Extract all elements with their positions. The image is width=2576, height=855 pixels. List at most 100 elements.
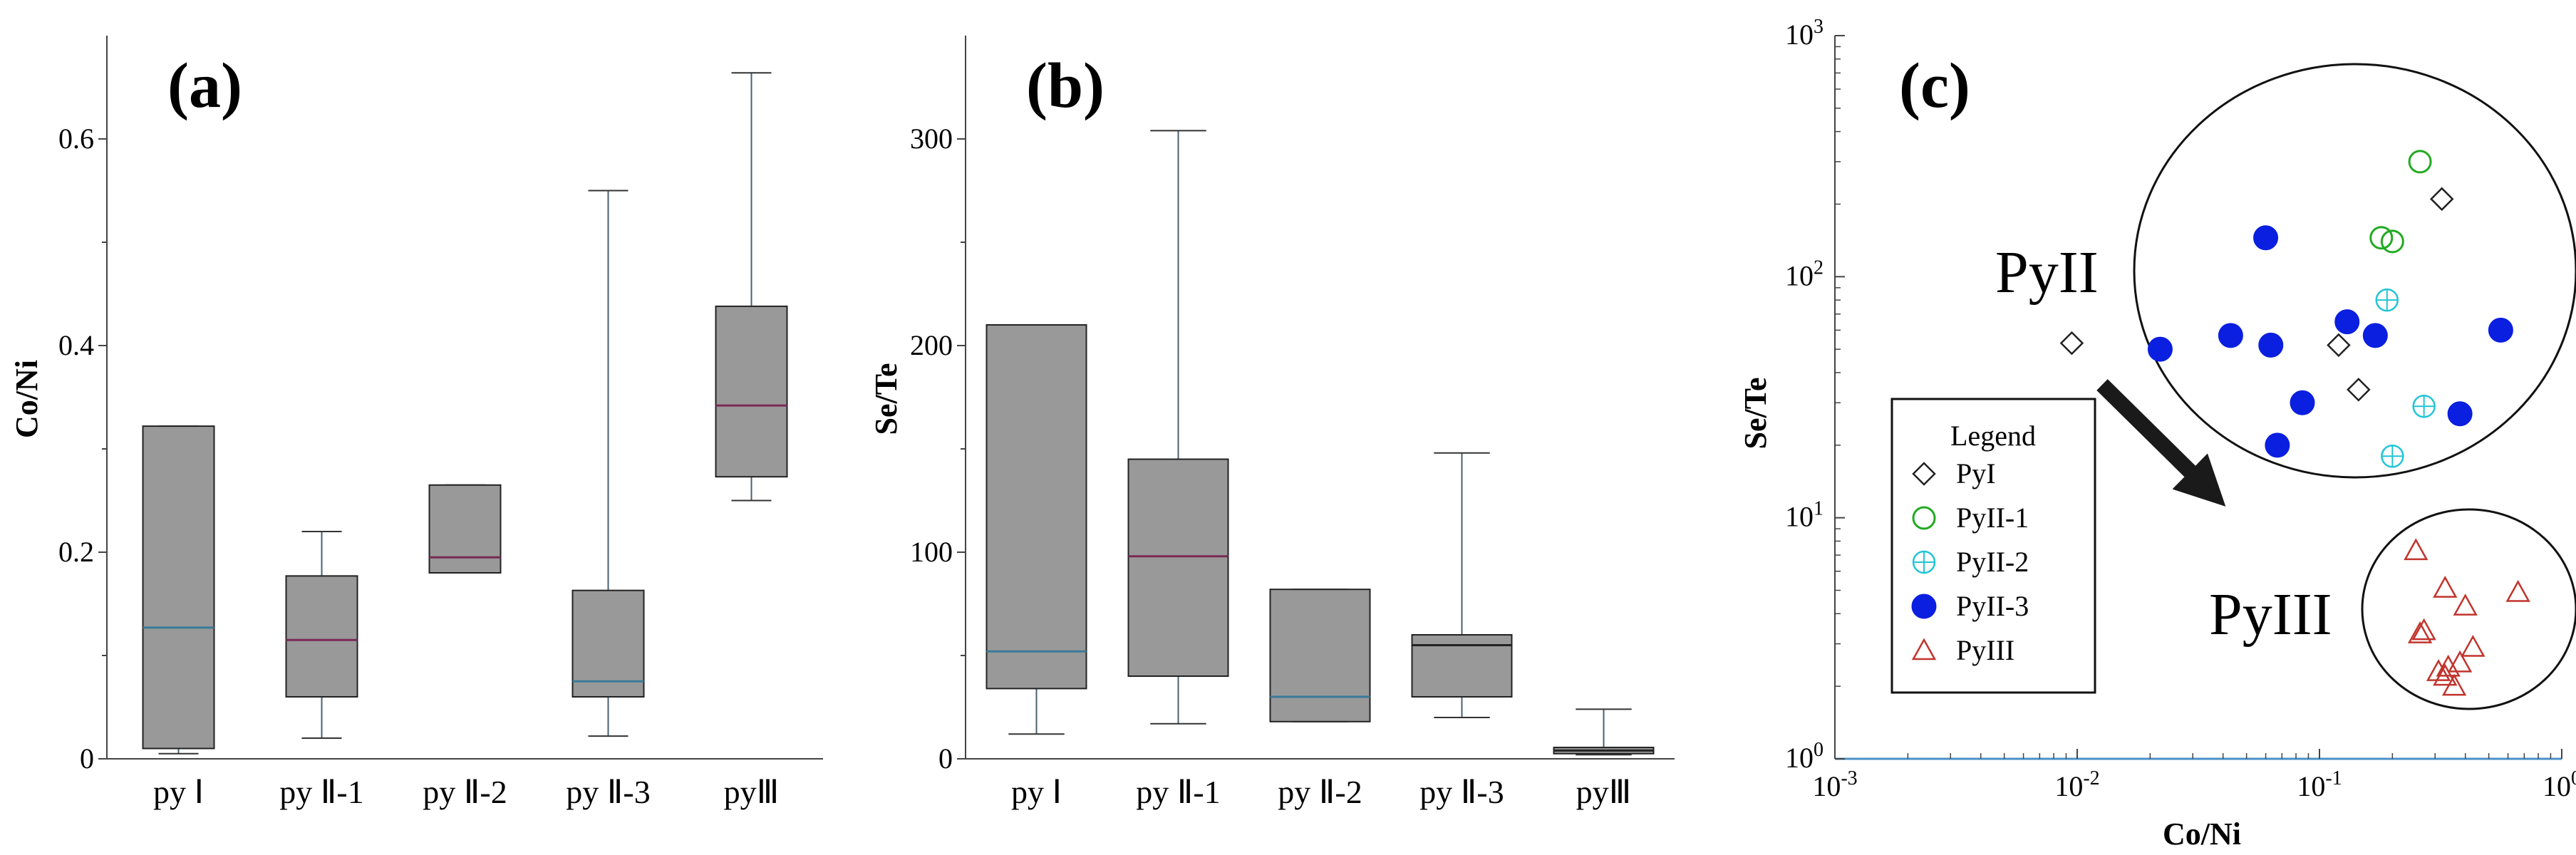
- box-5: [715, 72, 788, 502]
- data-point: [2461, 634, 2486, 657]
- data-point: [2334, 309, 2360, 335]
- data-point: [2411, 618, 2436, 641]
- iqr-box: [1269, 589, 1371, 722]
- y-tick-label: 100: [910, 536, 953, 568]
- data-point: [2433, 663, 2458, 686]
- data-point: [2429, 187, 2454, 212]
- data-point: [2253, 225, 2279, 251]
- data-point: [2218, 323, 2243, 348]
- legend-item-pyi: PyI: [1912, 457, 1996, 489]
- data-point: [2290, 390, 2315, 415]
- panel-a-boxes: [142, 72, 788, 755]
- y-tick-label: 0: [80, 742, 94, 774]
- trend-arrow: [2096, 379, 2226, 507]
- iqr-box: [715, 305, 788, 478]
- panel-a-y-ticks: 0 0.2 0.4 0.6: [58, 123, 107, 774]
- box-3: [428, 484, 502, 574]
- panel-c-ticks: 100 101 102 103 10-3 10-2 10-1 100: [1785, 16, 2576, 802]
- panel-a-label: (a): [167, 51, 242, 121]
- category-label: py Ⅰ: [1011, 774, 1062, 810]
- data-point: [2147, 336, 2173, 362]
- pyii-cluster-ellipse: [2133, 63, 2576, 479]
- data-point: [2448, 650, 2473, 673]
- panel-b-boxes: [986, 130, 1655, 756]
- iqr-box: [986, 324, 1087, 690]
- data-point: [2408, 150, 2432, 174]
- pyiii-cluster-ellipse: [2361, 508, 2576, 710]
- panel-a-boxplot: 0 0.2 0.4 0.6 py Ⅰ py Ⅱ-1 py Ⅱ-2 py Ⅱ-3 pyⅢ Co/…: [9, 36, 823, 810]
- y-tick-label: 101: [1785, 498, 1824, 533]
- legend: Legend PyI PyII-1 PyII-2 PyII-3 PyIII: [1890, 398, 2096, 694]
- y-tick-label: 0: [938, 742, 953, 774]
- data-point: [2258, 332, 2284, 358]
- panel-c-points: [2059, 150, 2530, 696]
- legend-items: PyI PyII-1 PyII-2 PyII-3 PyIII: [1911, 457, 2029, 666]
- box-2: [285, 531, 358, 739]
- legend-label: PyIII: [1956, 634, 2014, 666]
- data-point: [2362, 323, 2388, 348]
- y-tick-label: 0.2: [58, 536, 94, 568]
- category-label: py Ⅱ-2: [423, 774, 507, 810]
- panel-a-categories: py Ⅰ py Ⅱ-1 py Ⅱ-2 py Ⅱ-3 pyⅢ: [153, 774, 779, 810]
- legend-item-pyii-1: PyII-1: [1912, 502, 2029, 534]
- data-point: [2380, 229, 2404, 254]
- y-tick-label: 300: [910, 123, 953, 155]
- legend-label: PyI: [1956, 457, 1996, 489]
- data-point: [2327, 333, 2351, 358]
- data-point: [2404, 538, 2428, 561]
- legend-label: PyII-1: [1956, 502, 2029, 534]
- legend-marker: [1912, 550, 1936, 574]
- data-point: [2453, 594, 2478, 616]
- category-label: py Ⅱ-1: [279, 774, 363, 810]
- data-point: [2488, 317, 2513, 343]
- panel-b-y-axis-label: Se/Te: [869, 363, 904, 435]
- x-tick-label: 10-1: [2297, 767, 2342, 802]
- iqr-box: [428, 484, 502, 574]
- panel-c-axes: [1834, 36, 2562, 760]
- y-tick-label: 0.6: [58, 123, 94, 155]
- legend-marker: [1912, 506, 1936, 530]
- panel-b-categories: py Ⅰ py Ⅱ-1 py Ⅱ-2 py Ⅱ-3 pyⅢ: [1011, 774, 1631, 810]
- pyii-group-label: PyII: [1995, 239, 2099, 306]
- y-tick-label: 100: [1785, 739, 1824, 774]
- box-5: [1553, 708, 1655, 756]
- box-4: [571, 190, 645, 737]
- series-pyii-3: [2147, 225, 2513, 458]
- box-3: [1269, 589, 1371, 722]
- data-point: [2505, 579, 2530, 602]
- y-tick-label: 0.4: [58, 329, 94, 361]
- legend-item-pyiii: PyIII: [1911, 634, 2014, 666]
- series-pyii-2: [2375, 288, 2436, 468]
- legend-marker: [1911, 638, 1937, 660]
- pyiii-group-label: PyIII: [2209, 581, 2332, 648]
- category-label: py Ⅰ: [153, 774, 204, 810]
- box-1: [986, 324, 1087, 735]
- panel-b-label: (b): [1026, 51, 1105, 121]
- data-point: [2442, 673, 2467, 696]
- data-point: [2433, 576, 2458, 598]
- iqr-box: [142, 425, 215, 750]
- series-pyii-1: [2369, 150, 2432, 254]
- category-label: py Ⅱ-3: [1419, 774, 1504, 810]
- data-point: [2426, 659, 2451, 681]
- panel-a-y-axis-label: Co/Ni: [9, 360, 44, 438]
- category-label: py Ⅱ-3: [566, 774, 650, 810]
- series-pyi: [2059, 187, 2454, 402]
- iqr-box: [285, 575, 358, 698]
- legend-marker: [1912, 462, 1936, 486]
- data-point: [2265, 432, 2290, 458]
- x-tick-label: 10-2: [2054, 767, 2099, 802]
- legend-item-pyii-2: PyII-2: [1912, 546, 2029, 578]
- category-label: py Ⅱ-1: [1136, 774, 1220, 810]
- panel-c-label: (c): [1899, 51, 1970, 121]
- y-tick-label: 200: [910, 329, 953, 361]
- panel-c-scatter: 100 101 102 103 10-3 10-2 10-1 100 PyII PyIII L…: [1738, 16, 2576, 851]
- legend-title: Legend: [1950, 420, 2036, 452]
- x-tick-label: 100: [2543, 767, 2576, 802]
- box-1: [142, 425, 215, 755]
- panel-b-boxplot: 0 100 200 300 py Ⅰ py Ⅱ-1 py Ⅱ-2 py Ⅱ-3 pyⅢ Se/…: [869, 36, 1675, 810]
- panel-c-y-axis-label: Se/Te: [1738, 377, 1773, 449]
- data-point: [2369, 226, 2394, 250]
- category-label: pyⅢ: [1576, 774, 1632, 810]
